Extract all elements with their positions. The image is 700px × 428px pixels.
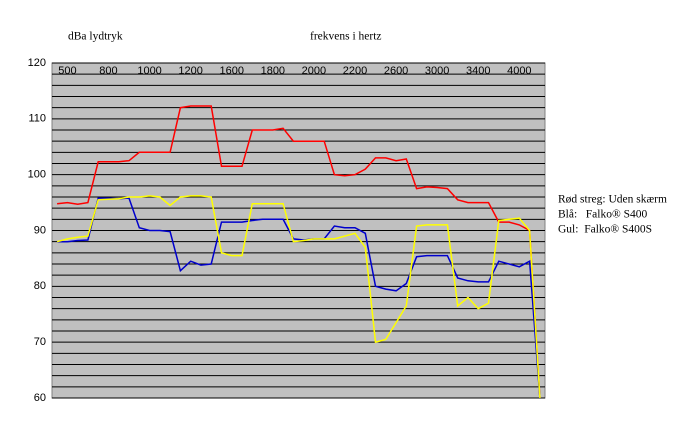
y-tick-label: 80 — [34, 280, 46, 292]
y-tick-label: 100 — [28, 169, 46, 181]
x-tick-label: 1800 — [261, 65, 285, 77]
x-tick-label: 2000 — [302, 65, 326, 77]
x-tick-label: 1200 — [178, 65, 202, 77]
series-line — [56, 195, 541, 399]
x-tick-label: 4000 — [507, 65, 531, 77]
x-tick-label: 800 — [99, 65, 117, 77]
x-tick-label: 1600 — [219, 65, 243, 77]
legend-entry: Rød streg: Uden skærm — [558, 194, 667, 206]
x-tick-label: 500 — [58, 65, 76, 77]
y-tick-label: 60 — [34, 392, 46, 404]
x-tick-label: 3000 — [425, 65, 449, 77]
series-line — [57, 197, 541, 399]
legend-entry: Gul: Falko® S400S — [558, 224, 652, 236]
x-tick-label: 2200 — [343, 65, 367, 77]
x-tick-label: 3400 — [466, 65, 490, 77]
y-tick-label: 70 — [34, 336, 46, 348]
y-tick-label: 90 — [34, 224, 46, 236]
legend-entry: Blå: Falko® S400 — [558, 208, 647, 221]
y-tick-label: 120 — [28, 57, 46, 69]
series-line — [57, 105, 541, 399]
x-axis-title: frekvens i hertz — [310, 31, 382, 43]
x-tick-label: 1000 — [137, 65, 161, 77]
y-tick-label: 110 — [28, 113, 46, 125]
x-tick-label: 2600 — [384, 65, 408, 77]
y-axis-title: dBa lydtryk — [68, 31, 123, 43]
